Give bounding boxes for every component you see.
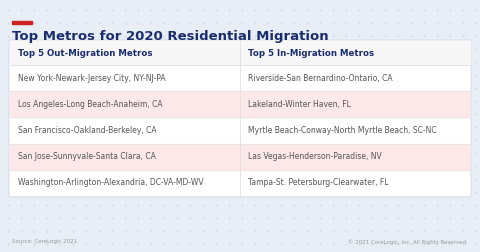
- Text: Lakeland-Winter Haven, FL: Lakeland-Winter Haven, FL: [248, 100, 351, 109]
- Bar: [12, 20, 32, 24]
- Text: Myrtle Beach-Conway-North Myrtle Beach, SC-NC: Myrtle Beach-Conway-North Myrtle Beach, …: [248, 126, 437, 135]
- Text: Riverside-San Bernardino-Ontario, CA: Riverside-San Bernardino-Ontario, CA: [248, 74, 393, 83]
- Text: San Francisco-Oakland-Berkeley, CA: San Francisco-Oakland-Berkeley, CA: [18, 126, 156, 135]
- Text: Source: CoreLogic 2021: Source: CoreLogic 2021: [12, 239, 77, 244]
- Bar: [10, 41, 470, 65]
- Text: Top 5 Out-Migration Metros: Top 5 Out-Migration Metros: [18, 48, 153, 57]
- Text: New York-Newark-Jersey City, NY-NJ-PA: New York-Newark-Jersey City, NY-NJ-PA: [18, 74, 166, 83]
- Bar: [10, 144, 470, 170]
- Text: Las Vegas-Henderson-Paradise, NV: Las Vegas-Henderson-Paradise, NV: [248, 152, 382, 161]
- Text: San Jose-Sunnyvale-Santa Clara, CA: San Jose-Sunnyvale-Santa Clara, CA: [18, 152, 156, 161]
- FancyBboxPatch shape: [9, 40, 471, 197]
- Text: Top 5 In-Migration Metros: Top 5 In-Migration Metros: [248, 48, 374, 57]
- Text: Washington-Arlington-Alexandria, DC-VA-MD-WV: Washington-Arlington-Alexandria, DC-VA-M…: [18, 178, 204, 187]
- Text: © 2021 CoreLogic, Inc. All Rights Reserved.: © 2021 CoreLogic, Inc. All Rights Reserv…: [348, 239, 468, 245]
- Bar: [10, 91, 470, 117]
- Text: Top Metros for 2020 Residential Migration: Top Metros for 2020 Residential Migratio…: [12, 30, 329, 43]
- Text: Tampa-St. Petersburg-Clearwater, FL: Tampa-St. Petersburg-Clearwater, FL: [248, 178, 388, 187]
- Text: Los Angeles-Long Beach-Anaheim, CA: Los Angeles-Long Beach-Anaheim, CA: [18, 100, 163, 109]
